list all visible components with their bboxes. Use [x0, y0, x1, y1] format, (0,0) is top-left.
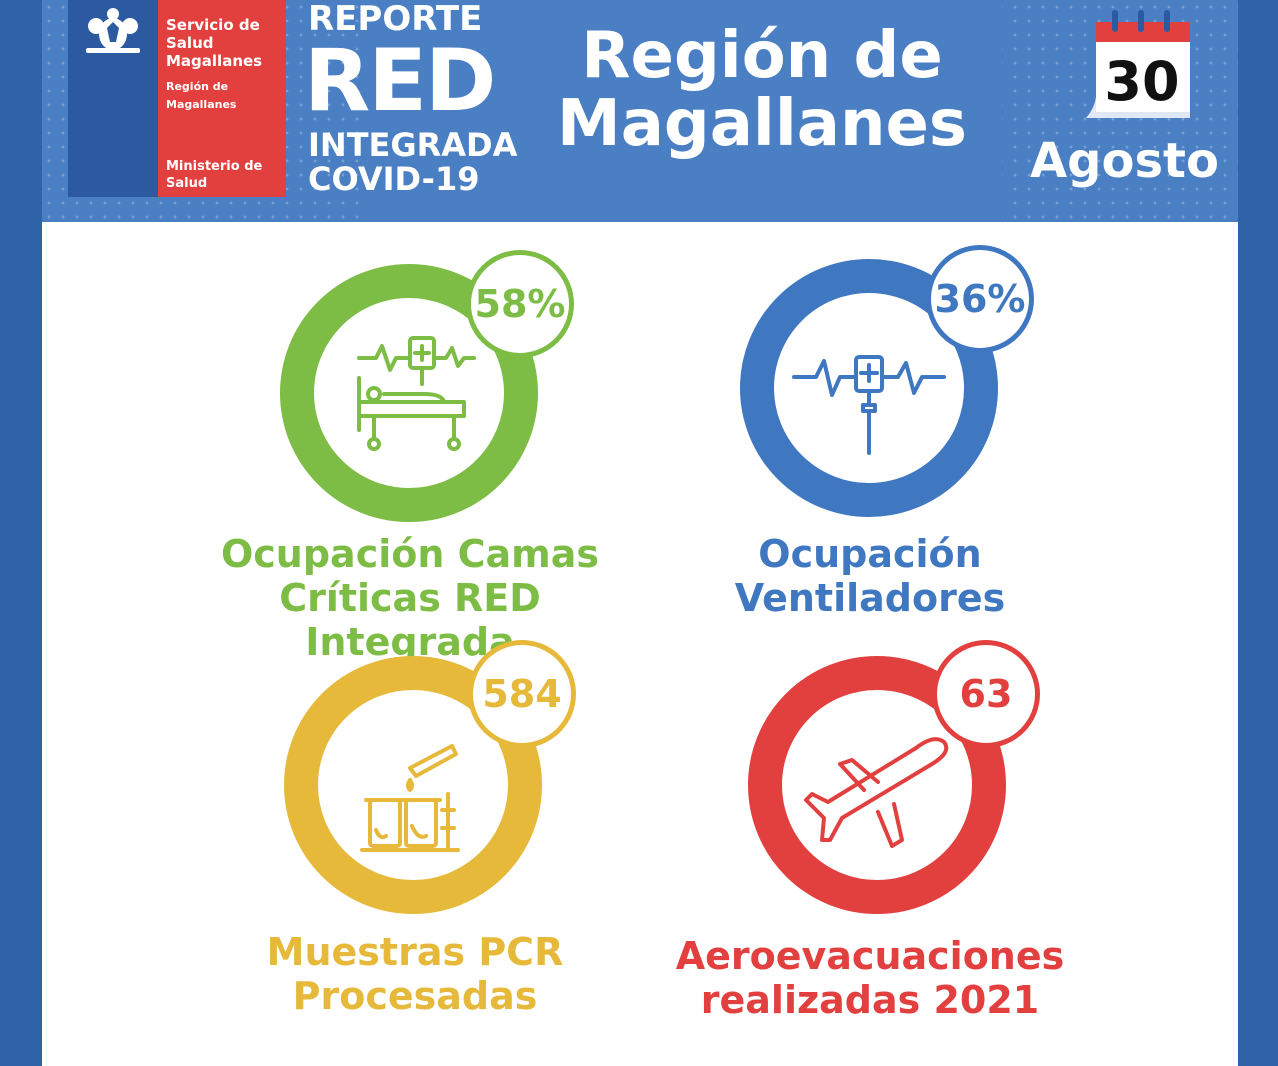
logo-text-region: Región de Magallanes — [166, 80, 237, 111]
iv-drip-monitor-icon — [792, 355, 946, 455]
logo-red-panel: Servicio de Salud Magallanes Región de M… — [158, 0, 286, 197]
stat-badge: 584 — [468, 640, 576, 748]
stat-critical-beds: 58% — [280, 250, 574, 522]
stat-label: Muestras PCR Procesadas — [266, 930, 564, 1018]
stat-label: Aeroevacuaciones realizadas 2021 — [675, 934, 1065, 1022]
hospital-bed-icon — [357, 336, 476, 451]
content-card — [42, 222, 1238, 1066]
stat-ventilators: 36% — [740, 245, 1036, 525]
airplane-icon — [804, 737, 949, 848]
calendar-icon — [1086, 10, 1190, 118]
report-line-3: INTEGRADA — [308, 126, 518, 164]
region-title: Región de Magallanes — [557, 19, 967, 161]
logo-blue-panel — [68, 0, 158, 197]
stat-value: 584 — [482, 672, 562, 716]
stat-badge: 36% — [926, 245, 1034, 353]
frame-left — [0, 0, 42, 1066]
report-line-4: COVID-19 — [308, 160, 480, 198]
header-banner: Servicio de Salud Magallanes Región de M… — [42, 0, 1238, 222]
stat-air-evacuations: 63 — [748, 640, 1048, 920]
calendar-day: 30 — [1104, 50, 1180, 113]
dot-mask — [362, 0, 1002, 222]
chile-crest-icon — [86, 8, 140, 53]
stat-pcr-samples: 584 — [284, 640, 584, 920]
stat-badge: 63 — [932, 640, 1040, 748]
calendar-month: Agosto — [1030, 133, 1219, 189]
stat-value: 36% — [934, 277, 1026, 321]
test-tubes-icon — [360, 744, 460, 852]
report-line-1: REPORTE — [308, 0, 483, 39]
frame-right — [1238, 0, 1278, 1066]
logo-text-ministry: Ministerio de Salud — [166, 159, 263, 191]
stat-value: 58% — [474, 282, 566, 326]
report-line-2: RED — [304, 31, 496, 131]
ministry-logo: Servicio de Salud Magallanes Región de M… — [68, 0, 286, 197]
stat-badge: 58% — [466, 250, 574, 358]
stat-value: 63 — [959, 672, 1013, 716]
logo-text-service: Servicio de Salud Magallanes — [166, 16, 263, 70]
stat-label: Ocupación Ventiladores — [734, 532, 1006, 620]
stat-label: Ocupación Camas Críticas RED Integrada — [220, 532, 600, 664]
calendar: 30 — [1082, 8, 1202, 134]
